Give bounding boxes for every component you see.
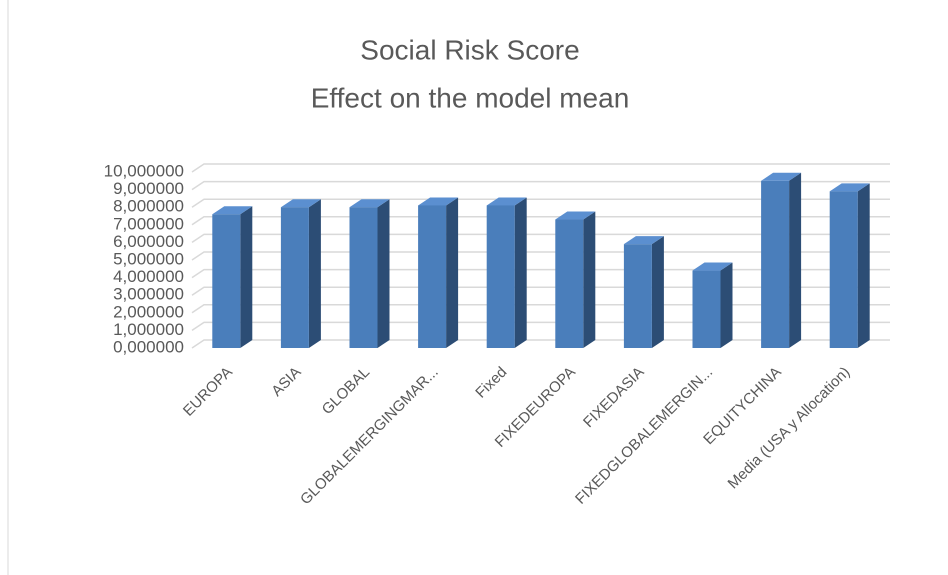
bar-top [349,199,390,208]
chart-subtitle: Effect on the model mean [311,82,630,113]
bar-top [212,206,253,215]
y-tick-label: 8,000000 [113,197,184,216]
bar [349,207,378,348]
grid-line [191,198,890,208]
y-tick-label: 4,000000 [113,267,184,286]
bar-side [514,197,527,348]
bar [555,219,584,348]
bar-top [829,183,870,192]
bar-top [280,199,321,208]
bar [418,205,447,348]
grid-line [191,163,890,173]
bar [829,191,858,348]
y-tick-label: 1,000000 [113,320,184,339]
bar [486,205,515,348]
bar-side [308,199,321,348]
grid-line [191,233,890,244]
bar-top [418,197,459,206]
bar-top [555,211,596,220]
bar-side [857,183,870,348]
y-tick-label: 9,000000 [113,179,184,198]
y-tick-label: 10,000000 [104,161,184,180]
bar-side [446,197,459,348]
bar [623,244,652,348]
y-tick-label: 5,000000 [113,249,184,268]
bar-side [240,206,253,348]
bar [280,207,309,348]
y-tick-label: 3,000000 [113,285,184,304]
bar [761,180,790,348]
bar-side [583,211,596,348]
y-tick-label: 7,000000 [113,214,184,233]
bar-top [692,262,733,271]
bar-side [720,262,733,348]
y-tick-label: 2,000000 [113,302,184,321]
bar-top [623,236,664,245]
y-tick-label: 6,000000 [113,232,184,251]
bar [212,214,241,348]
y-tick-label: 0,000000 [113,337,184,356]
chart-title: Social Risk Score [360,34,579,65]
bar [692,270,721,348]
bar-top [761,172,802,181]
grid-line [191,180,890,191]
bar-side [789,172,802,348]
bar-top [486,197,527,206]
bar-side [377,199,390,348]
grid-line [191,216,890,226]
bar-side [651,236,664,348]
